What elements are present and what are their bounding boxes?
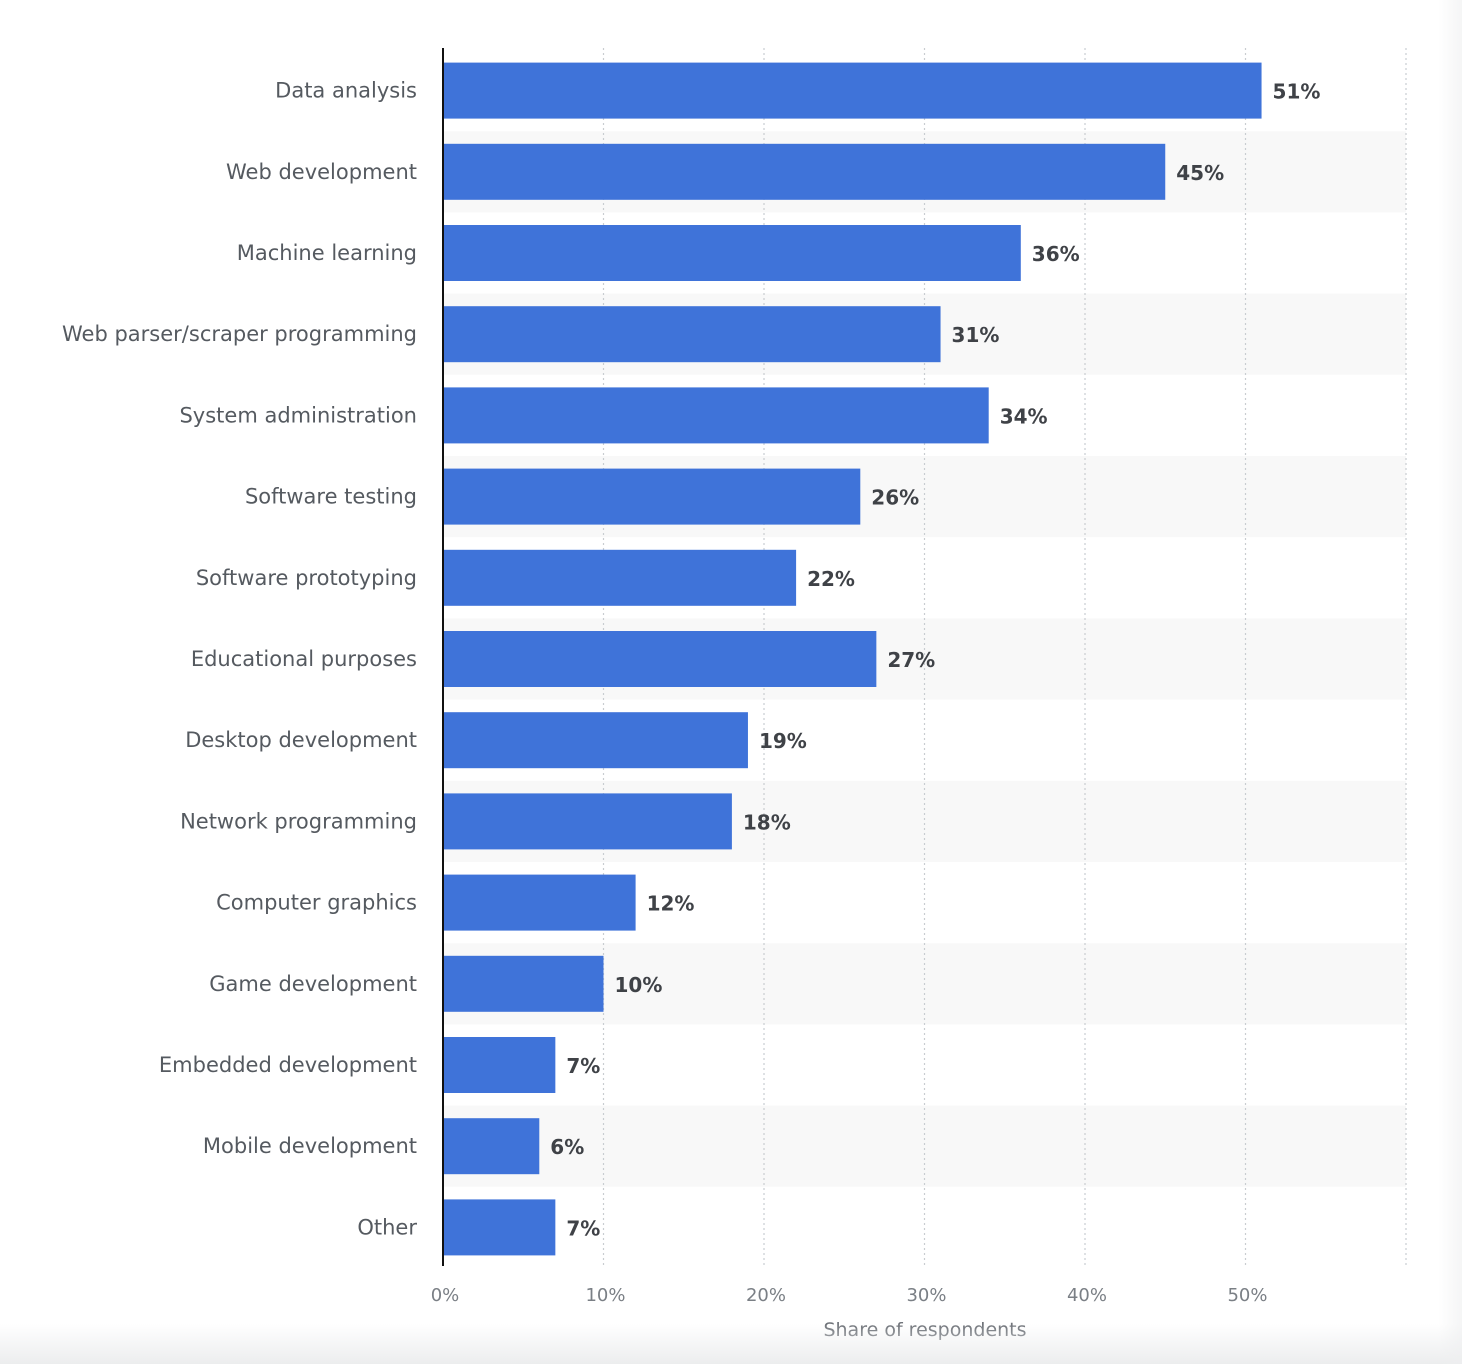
data-label: 19% [759,729,807,753]
value-labels: 51% 45% 36% 31% 34% 26% 22% 27% 19% 18% 12% 10% 7% 6%… [550,80,1320,1241]
bar [443,1037,556,1093]
data-label: 7% [566,1216,600,1240]
category-label: Desktop development [185,728,417,752]
category-label: Game development [209,972,417,996]
data-label: 6% [550,1135,584,1159]
category-label: Educational purposes [191,647,417,671]
x-tick-label: 0% [431,1285,460,1306]
x-tick-label: 30% [906,1285,946,1306]
bar [443,62,1262,119]
category-label: Software testing [245,485,417,509]
category-labels: Data analysis Web development Machine lear… [62,79,417,1240]
data-label: 51% [1273,80,1321,104]
data-label: 27% [887,648,935,672]
bar [443,793,732,850]
data-label: 10% [615,973,663,997]
category-label: Data analysis [275,79,417,103]
category-label: Mobile development [203,1134,417,1158]
category-label: Computer graphics [216,891,417,915]
category-label: Web development [226,160,417,184]
bar [443,631,877,687]
bar [443,1199,556,1256]
category-label: Embedded development [159,1053,417,1077]
bar [443,549,797,606]
bar [443,225,1021,281]
data-label: 18% [743,810,791,834]
category-label: Other [357,1215,417,1239]
x-tick-label: 40% [1067,1285,1107,1306]
gridlines [602,48,1407,1266]
bar [443,712,748,769]
bar [443,874,636,931]
bar [443,468,861,525]
bar [443,143,1166,200]
data-label: 7% [566,1054,600,1078]
category-label: Software prototyping [196,566,417,590]
category-label: System administration [179,403,417,427]
data-label: 34% [1000,404,1048,428]
category-label: Network programming [180,809,417,833]
bar [443,306,941,363]
data-label: 12% [647,892,695,916]
data-label: 31% [952,323,1000,347]
x-tick-label: 10% [585,1285,625,1306]
category-label: Machine learning [237,241,417,265]
x-tick-labels: 0% 10% 20% 30% 40% 50% [431,1285,1268,1306]
data-label: 22% [807,567,855,591]
x-axis-title: Share of respondents [823,1319,1026,1341]
bar [443,955,604,1012]
x-tick-label: 50% [1227,1285,1267,1306]
data-label: 26% [871,486,919,510]
data-label: 36% [1032,242,1080,266]
bar [443,1118,540,1175]
data-label: 45% [1176,161,1224,185]
bar [443,387,989,444]
bars [443,62,1262,1256]
x-tick-label: 20% [746,1285,786,1306]
category-label: Web parser/scraper programming [62,322,417,346]
